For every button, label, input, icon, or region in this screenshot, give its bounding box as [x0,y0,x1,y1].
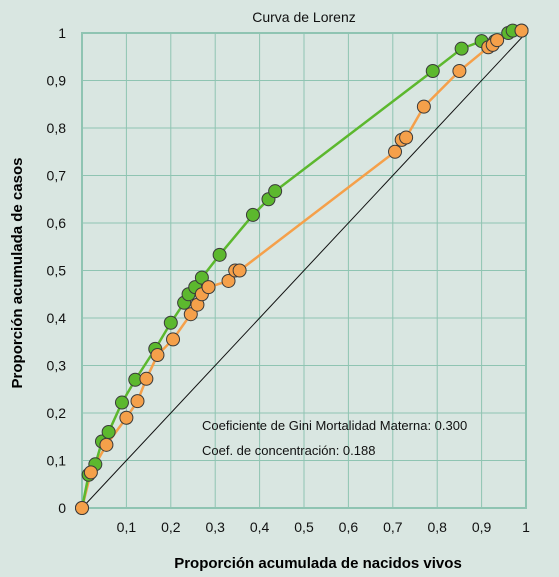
orange-series-point [416,99,431,114]
x-tick-labels: 0,1 0,2 0,3 0,4 0,5 0,6 0,7 0,8 0,9 1 [117,519,530,535]
green-series-point [194,270,209,285]
y-tick-label: 0,5 [47,263,67,279]
green-series-point [454,41,469,56]
green-series-point [268,184,283,199]
orange-series-point [232,263,247,278]
green-series-point [163,315,178,330]
y-tick-label: 0,8 [47,120,67,136]
y-tick-labels: 0 0,1 0,2 0,3 0,4 0,5 0,6 0,7 0,8 0,9 1 [47,25,67,516]
orange-series-point [83,465,98,480]
orange-series-point [490,33,505,48]
green-series-point [425,64,440,78]
orange-series-point [452,64,467,78]
x-tick-label: 1 [522,519,530,535]
y-tick-label: 1 [58,25,66,41]
x-axis-label: Proporción acumulada de nacidos vivos [174,555,462,572]
y-tick-label: 0 [58,500,66,516]
y-tick-label: 0,3 [47,358,67,374]
chart-title: Curva de Lorenz [252,9,356,25]
orange-series-point [130,394,145,409]
orange-series-point [75,501,89,515]
concentration-annotation: Coef. de concentración: 0.188 [202,443,375,458]
y-tick-label: 0,6 [47,215,67,231]
green-series-point [212,247,227,262]
y-axis-label: Proporción acumulada de casos [9,158,26,389]
orange-series-point [99,437,114,452]
x-tick-label: 0,6 [339,519,359,535]
green-series-point [114,395,129,410]
green-series-point [245,207,260,222]
x-tick-label: 0,3 [205,519,225,535]
green-series-point [101,425,116,439]
orange-series-point [388,144,403,159]
x-tick-label: 0,9 [472,519,492,535]
orange-series-point [201,280,216,295]
orange-series-point [139,371,154,386]
orange-series-point [221,273,236,288]
gini-annotation: Coeficiente de Gini Mortalidad Materna: … [202,418,467,433]
orange-series-point [399,130,414,145]
y-tick-label: 0,7 [47,168,67,184]
series-group [75,23,529,515]
orange-series-point [166,332,181,347]
orange-series-point [183,307,198,322]
x-tick-label: 0,2 [161,519,181,535]
equality-line [81,32,527,509]
y-tick-label: 0,9 [47,73,67,89]
y-tick-label: 0,2 [47,405,67,421]
orange-series-point [514,23,529,38]
x-tick-label: 0,7 [383,519,403,535]
orange-series-point [150,348,165,363]
x-tick-label: 0,4 [250,519,270,535]
x-tick-label: 0,5 [294,519,314,535]
y-tick-label: 0,1 [47,453,67,469]
x-tick-label: 0,1 [117,519,137,535]
orange-series-point [119,410,134,425]
y-tick-label: 0,4 [47,310,67,326]
x-tick-label: 0,8 [427,519,447,535]
